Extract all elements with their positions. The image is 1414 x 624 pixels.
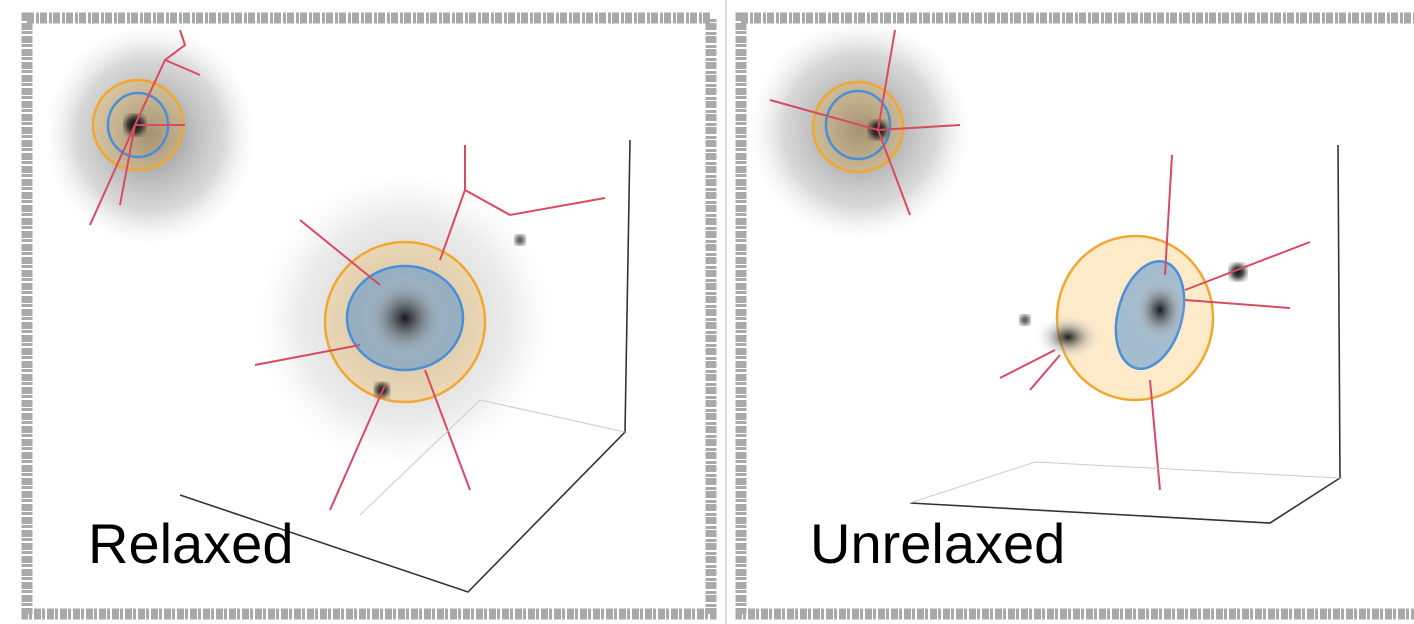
- panel-label: Relaxed: [88, 512, 293, 575]
- inset-image: [750, 20, 970, 240]
- figure: Relaxed Unrelaxed: [0, 0, 1414, 624]
- panel-label: Unrelaxed: [810, 512, 1065, 575]
- panel-unrelaxed: Unrelaxed: [741, 18, 1414, 614]
- inset-image: [45, 25, 255, 245]
- panel-relaxed: Relaxed: [27, 18, 711, 614]
- page: Relaxed Unrelaxed (() => { const data = …: [0, 0, 1414, 624]
